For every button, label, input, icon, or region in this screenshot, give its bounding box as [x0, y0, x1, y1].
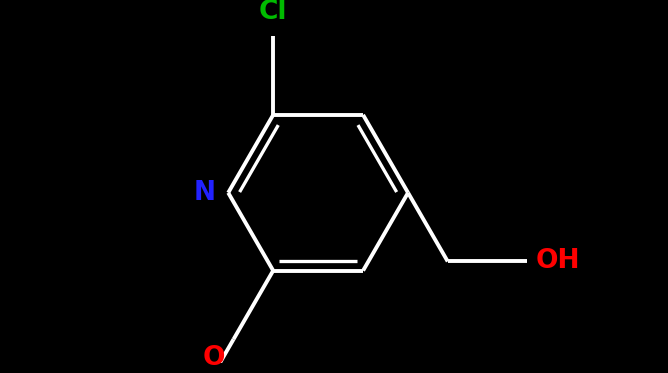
Text: Cl: Cl	[259, 0, 287, 25]
Text: OH: OH	[536, 248, 580, 275]
Text: O: O	[202, 345, 225, 371]
Text: N: N	[194, 180, 216, 206]
